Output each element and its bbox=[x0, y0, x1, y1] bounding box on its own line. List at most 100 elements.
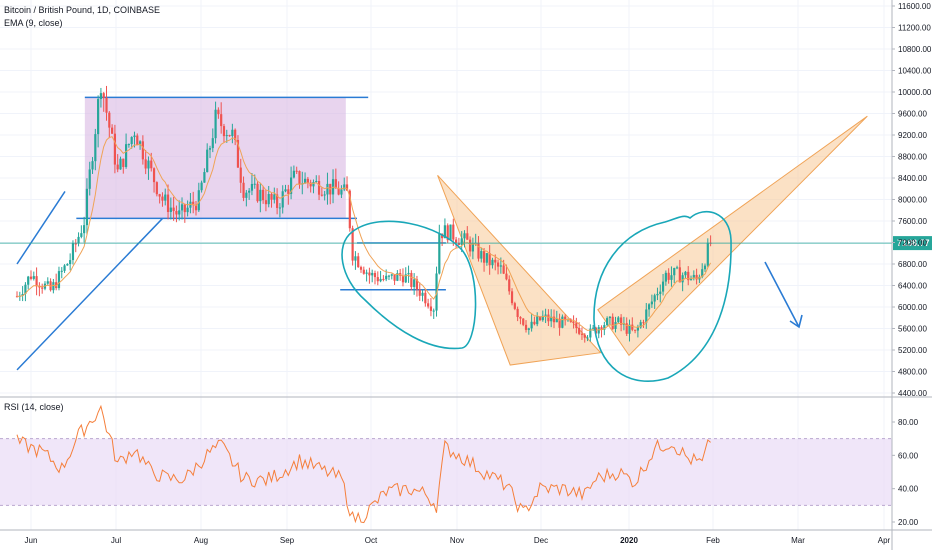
candle-body bbox=[248, 190, 251, 193]
candle-body bbox=[357, 256, 360, 268]
candle-body bbox=[303, 178, 307, 184]
candle-body bbox=[242, 182, 245, 198]
trendline-upper bbox=[16, 191, 66, 265]
candle-body bbox=[74, 243, 77, 245]
candle-body bbox=[150, 160, 153, 169]
candle-body bbox=[421, 292, 424, 296]
candle-body bbox=[292, 170, 295, 178]
candle-body bbox=[460, 238, 463, 245]
rsi-line bbox=[16, 404, 711, 524]
candle-body bbox=[620, 317, 623, 325]
candle-body bbox=[424, 292, 427, 304]
candle-body bbox=[673, 268, 676, 276]
time-tick-label: Sep bbox=[280, 536, 295, 545]
price-tick-label: 8800.00 bbox=[898, 153, 927, 162]
candle-body bbox=[326, 183, 329, 195]
candle-body bbox=[77, 236, 80, 244]
candle-body bbox=[122, 158, 125, 167]
candle-body bbox=[164, 194, 167, 201]
candle-body bbox=[345, 184, 349, 191]
candle-body bbox=[533, 321, 536, 325]
candle-body bbox=[228, 135, 231, 137]
candle-body bbox=[653, 295, 656, 302]
candle-body bbox=[530, 321, 533, 329]
candle-body bbox=[661, 281, 665, 292]
candle-body bbox=[441, 233, 444, 239]
candle-body bbox=[524, 324, 528, 330]
candle-body bbox=[295, 170, 298, 172]
candle-body bbox=[692, 274, 695, 279]
candle-body bbox=[368, 272, 371, 276]
candle-body bbox=[83, 225, 86, 234]
candle-body bbox=[80, 233, 83, 237]
candle-body bbox=[628, 324, 631, 334]
candle-body bbox=[614, 322, 617, 329]
candle-body bbox=[689, 278, 693, 281]
candle-body bbox=[208, 148, 212, 150]
candle-body bbox=[55, 282, 58, 289]
candle-body bbox=[66, 264, 69, 266]
candle-body bbox=[569, 319, 572, 322]
candle-body bbox=[695, 274, 698, 280]
wedge-circle bbox=[593, 210, 732, 383]
candle-body bbox=[133, 135, 136, 138]
rsi-pane bbox=[0, 404, 892, 524]
candle-body bbox=[111, 127, 114, 134]
candle-body bbox=[415, 279, 419, 290]
time-tick-label: Jun bbox=[25, 536, 38, 545]
candle-body bbox=[471, 243, 474, 252]
candle-body bbox=[256, 183, 259, 202]
candle-body bbox=[606, 318, 609, 326]
candle-body bbox=[633, 329, 637, 331]
candle-body bbox=[455, 239, 458, 243]
candle-body bbox=[407, 272, 410, 275]
candle-body bbox=[99, 93, 103, 100]
candle-body bbox=[152, 168, 156, 183]
candle-body bbox=[522, 318, 525, 325]
candle-body bbox=[102, 93, 105, 98]
candle-body bbox=[312, 182, 315, 187]
candle-body bbox=[27, 276, 30, 285]
candle-body bbox=[130, 137, 133, 145]
candle-body bbox=[180, 204, 184, 211]
candle-body bbox=[482, 251, 486, 263]
candle-body bbox=[138, 141, 142, 145]
candle-body bbox=[220, 114, 223, 127]
candle-body bbox=[222, 126, 226, 137]
candle-body bbox=[113, 133, 117, 165]
candle-body bbox=[32, 276, 35, 279]
candle-body bbox=[323, 194, 326, 196]
candle-body bbox=[468, 239, 472, 252]
candle-body bbox=[21, 293, 24, 296]
candle-body bbox=[438, 233, 441, 274]
candle-body bbox=[538, 316, 542, 321]
candle-body bbox=[701, 269, 704, 277]
candle-body bbox=[477, 242, 480, 259]
rsi-legend: RSI (14, close) bbox=[4, 402, 64, 412]
candle-body bbox=[499, 265, 502, 267]
candle-body bbox=[281, 191, 284, 208]
candle-body bbox=[502, 265, 505, 274]
candle-body bbox=[603, 325, 606, 330]
candle-body bbox=[147, 160, 150, 169]
price-tick-label: 6000.00 bbox=[898, 303, 927, 312]
candle-body bbox=[253, 183, 256, 185]
candle-body bbox=[158, 194, 161, 197]
candle-body bbox=[127, 144, 130, 146]
candle-body bbox=[166, 194, 170, 212]
candle-body bbox=[519, 317, 522, 319]
price-tick-label: 4400.00 bbox=[898, 389, 927, 398]
candle-body bbox=[284, 189, 287, 192]
time-tick-label: 2020 bbox=[620, 536, 638, 545]
price-tick-label: 10000.00 bbox=[898, 88, 932, 97]
candle-body bbox=[678, 267, 681, 283]
candle-body bbox=[264, 200, 268, 205]
candle-body bbox=[69, 260, 72, 265]
candle-body bbox=[547, 314, 550, 322]
candle-body bbox=[183, 204, 186, 213]
candle-body bbox=[452, 224, 455, 240]
candle-body bbox=[186, 207, 189, 213]
candle-body bbox=[664, 272, 667, 282]
candle-body bbox=[410, 272, 413, 287]
